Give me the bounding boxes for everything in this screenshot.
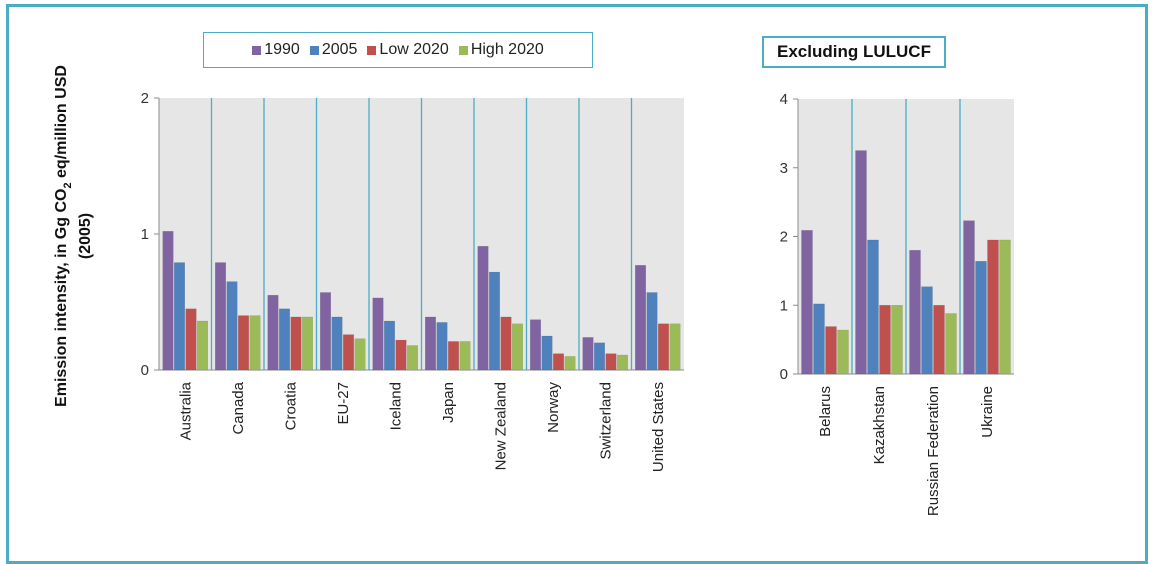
bar <box>541 335 553 371</box>
bar <box>354 338 366 371</box>
bar <box>489 271 500 371</box>
bar <box>395 339 407 371</box>
bar <box>945 313 957 375</box>
bar <box>372 297 384 371</box>
legend-label: High 2020 <box>470 41 544 58</box>
bar <box>197 320 208 371</box>
legend-swatch <box>367 45 377 55</box>
y-tick-label: 3 <box>780 160 788 177</box>
bar <box>290 316 302 371</box>
y-tick-label: 1 <box>141 226 149 243</box>
bar <box>594 342 605 371</box>
bar <box>302 316 313 371</box>
bar <box>582 337 594 371</box>
legend-item: 2005 <box>309 41 358 59</box>
bar <box>174 262 185 371</box>
x-tick-label: Croatia <box>282 381 299 430</box>
legend-item: 1990 <box>252 41 300 59</box>
x-tick-label: EU-27 <box>335 382 352 425</box>
bar <box>553 353 564 371</box>
legend-item: High 2020 <box>458 41 544 59</box>
bar <box>658 323 669 371</box>
excluding-lulucf-label: Excluding LULUCF <box>762 36 946 68</box>
bar <box>343 334 354 371</box>
bar <box>500 316 512 371</box>
legend-label: 1990 <box>264 41 300 58</box>
y-axis-title-part: Emission intensity, in Gg CO <box>53 189 70 407</box>
legend-label: Low 2020 <box>379 41 449 58</box>
bar <box>185 308 197 371</box>
bar <box>407 345 418 371</box>
bar <box>867 239 879 375</box>
bar <box>963 220 975 375</box>
legend-swatch <box>458 45 468 55</box>
bar <box>267 294 279 371</box>
x-tick-label: Kazakhstan <box>871 386 888 464</box>
x-tick-label: Belarus <box>817 386 834 437</box>
bar <box>646 292 658 371</box>
x-tick-label: Switzerland <box>597 382 614 460</box>
bar <box>921 286 933 375</box>
bar <box>933 305 945 375</box>
y-tick-label: 0 <box>141 362 149 379</box>
bar <box>635 265 646 371</box>
bar <box>837 329 849 375</box>
legend-label: 2005 <box>321 41 358 58</box>
bar <box>320 292 331 371</box>
y-tick-label: 2 <box>780 229 788 246</box>
legend: 1990 2005 Low 2020 High 2020 <box>203 32 593 68</box>
bar <box>436 322 448 371</box>
x-tick-label: Canada <box>230 381 247 434</box>
x-tick-label: Japan <box>440 382 457 423</box>
y-tick-label: 0 <box>780 366 788 383</box>
x-tick-label: United States <box>650 382 667 472</box>
y-tick-label: 2 <box>141 90 149 107</box>
bar <box>564 356 576 371</box>
bar <box>249 315 261 371</box>
bar <box>813 303 825 375</box>
bar <box>825 326 837 375</box>
bar <box>530 319 541 371</box>
x-tick-label: Norway <box>545 382 562 433</box>
y-tick-label: 1 <box>780 297 788 314</box>
bar <box>512 323 523 371</box>
bar <box>459 341 471 371</box>
x-tick-label: Australia <box>177 381 194 440</box>
bar <box>477 245 489 371</box>
bar <box>425 316 436 371</box>
bar <box>215 262 226 371</box>
bar <box>331 316 343 371</box>
bar <box>801 230 813 375</box>
bar <box>999 239 1011 375</box>
x-tick-label: Ukraine <box>979 386 996 438</box>
legend-item: Low 2020 <box>367 41 449 59</box>
x-tick-label: New Zealand <box>492 382 509 470</box>
bar <box>975 261 987 375</box>
y-axis-title-part: eq/million USD <box>53 65 70 182</box>
bar <box>448 341 459 371</box>
excluding-lulucf-text: Excluding LULUCF <box>777 42 931 61</box>
bar <box>279 308 290 371</box>
x-tick-label: Iceland <box>387 382 404 430</box>
bar <box>909 250 921 375</box>
legend-swatch <box>252 45 262 55</box>
bar <box>162 231 174 371</box>
bar <box>226 281 238 371</box>
bar <box>617 354 628 371</box>
bar <box>891 305 903 375</box>
bar <box>238 315 249 371</box>
x-tick-label: Russian Federation <box>925 386 942 516</box>
bar <box>605 353 617 371</box>
y-axis-title-subscript: 2 <box>62 182 74 188</box>
y-axis-title: Emission intensity, in Gg CO2 eq/million… <box>53 65 74 407</box>
bar <box>384 320 395 371</box>
chart-svg: Emission intensity, in Gg CO2 eq/million… <box>53 65 1014 516</box>
bar <box>879 305 891 375</box>
bar <box>987 239 999 375</box>
bar <box>669 323 681 371</box>
y-tick-label: 4 <box>780 91 788 108</box>
bar <box>855 150 867 375</box>
legend-swatch <box>309 45 319 55</box>
y-axis-title-line2: (2005) <box>77 213 94 259</box>
